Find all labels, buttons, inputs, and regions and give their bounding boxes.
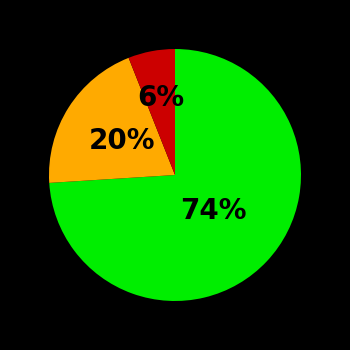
Wedge shape (128, 49, 175, 175)
Wedge shape (49, 49, 301, 301)
Text: 74%: 74% (180, 197, 247, 225)
Wedge shape (49, 58, 175, 183)
Text: 20%: 20% (89, 127, 155, 155)
Text: 6%: 6% (137, 84, 184, 112)
